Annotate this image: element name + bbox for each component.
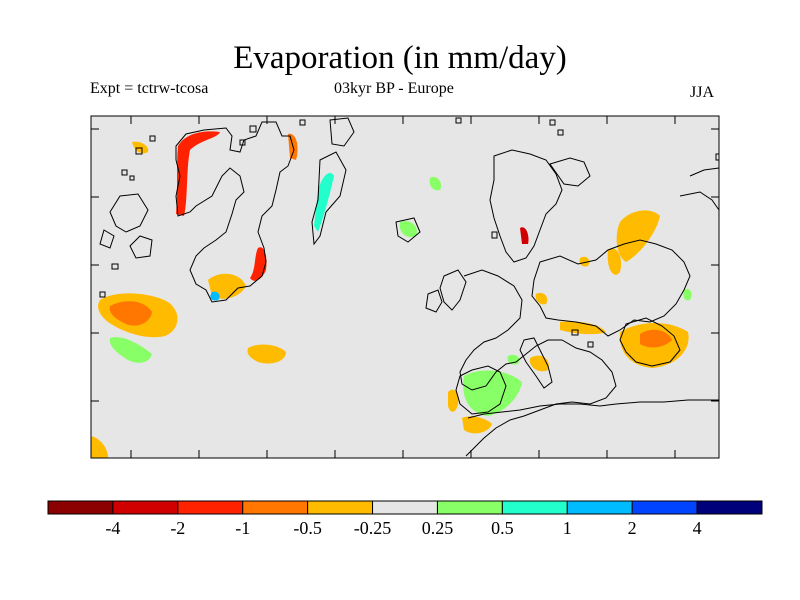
map-background xyxy=(91,116,719,458)
colorbar-tick-label: -2 xyxy=(170,518,185,538)
anomaly-bottom-left xyxy=(91,436,108,458)
colorbar-swatch xyxy=(307,500,374,515)
period-region-label: 03kyr BP - Europe xyxy=(334,80,454,97)
colorbar-tick-label: 0.25 xyxy=(422,518,454,538)
colorbar-swatch xyxy=(696,500,763,515)
anomaly-east-edge-green xyxy=(683,288,692,301)
colorbar-swatch xyxy=(112,500,179,515)
coast-greenland xyxy=(175,121,295,303)
colorbar-tick-label: 4 xyxy=(693,518,702,538)
colorbar-tick-label: -0.5 xyxy=(293,518,322,538)
axis-ticks xyxy=(91,116,719,458)
anomaly-scandinavia-red xyxy=(520,227,529,244)
coast-spitsbergen-small xyxy=(395,217,421,243)
coast-scandinavia xyxy=(489,149,563,263)
colorbar-swatch xyxy=(47,500,114,515)
anomaly-south-atlantic xyxy=(462,416,492,434)
season-label: JJA xyxy=(690,84,715,101)
coast-western-europe xyxy=(459,269,617,457)
coast-italy xyxy=(519,337,553,389)
map-panel xyxy=(90,115,720,459)
coast-east-box xyxy=(679,191,720,211)
colorbar-tick-label: -4 xyxy=(105,518,120,538)
anomaly-central-europe xyxy=(535,292,548,305)
anomaly-greenland-east xyxy=(250,247,267,281)
colorbar-tick-label: -0.25 xyxy=(354,518,392,538)
colorbar-swatch xyxy=(242,500,309,515)
colorbar-tick-label: 1 xyxy=(563,518,572,538)
map-title: Evaporation (in mm/day) xyxy=(233,40,567,76)
coast-iceland-top xyxy=(329,117,355,147)
coast-small-arctic-2 xyxy=(99,229,115,249)
coast-iberia xyxy=(455,365,507,415)
colorbar-labels: -4 -2 -1 -0.5 -0.25 0.25 0.5 1 2 4 xyxy=(105,518,701,538)
colorbar-swatch xyxy=(177,500,244,515)
colorbar-tick-label: 0.5 xyxy=(491,518,514,538)
coast-east-europe xyxy=(531,239,691,337)
colorbar-swatch xyxy=(566,500,633,515)
coast-ireland xyxy=(425,289,443,313)
coast-small-arctic-1 xyxy=(129,235,153,259)
colorbar-swatch xyxy=(501,500,568,515)
anomaly-greenland-west-coast xyxy=(176,131,220,216)
coast-baffin-islands xyxy=(109,193,149,233)
coastlines xyxy=(99,117,720,457)
anomaly-russia-dot xyxy=(579,256,590,267)
anomaly-russia-north xyxy=(616,210,660,262)
island-outlines xyxy=(99,117,720,348)
map-frame xyxy=(90,115,720,459)
coast-black-sea xyxy=(619,317,681,367)
anomaly-russia-mid xyxy=(607,248,622,275)
colorbar-swatch xyxy=(436,500,503,515)
coast-british-isles xyxy=(439,269,467,311)
anomaly-greenland-south xyxy=(208,273,246,299)
anomaly-shading xyxy=(91,131,692,458)
coast-east-edge xyxy=(689,167,720,177)
colorbar-swatch xyxy=(372,500,438,515)
coast-north-africa xyxy=(467,399,719,419)
coast-spitsbergen xyxy=(311,151,347,246)
anomaly-greece xyxy=(529,355,549,372)
anomaly-arctic-green-1 xyxy=(429,176,442,191)
experiment-label: Expt = tctrw-tcosa xyxy=(90,80,209,97)
anomaly-iberia-west xyxy=(448,389,459,412)
anomaly-svalbard-edge xyxy=(132,141,149,154)
colorbar-tick-label: 2 xyxy=(628,518,637,538)
coast-kola-russia-north xyxy=(549,157,591,187)
anomaly-atlantic-west-core xyxy=(109,301,152,326)
anomaly-greenland-ice-blue xyxy=(210,291,220,301)
colorbar-tick-label: -1 xyxy=(235,518,250,538)
anomaly-mediterranean-green xyxy=(463,370,522,416)
colorbar xyxy=(47,500,763,515)
anomaly-atlantic-green xyxy=(109,337,152,363)
colorbar-swatch xyxy=(631,500,698,515)
anomaly-black-caspian-core xyxy=(640,329,672,348)
anomaly-arctic-green-2 xyxy=(399,220,417,238)
anomaly-atlantic-mid xyxy=(247,344,286,364)
